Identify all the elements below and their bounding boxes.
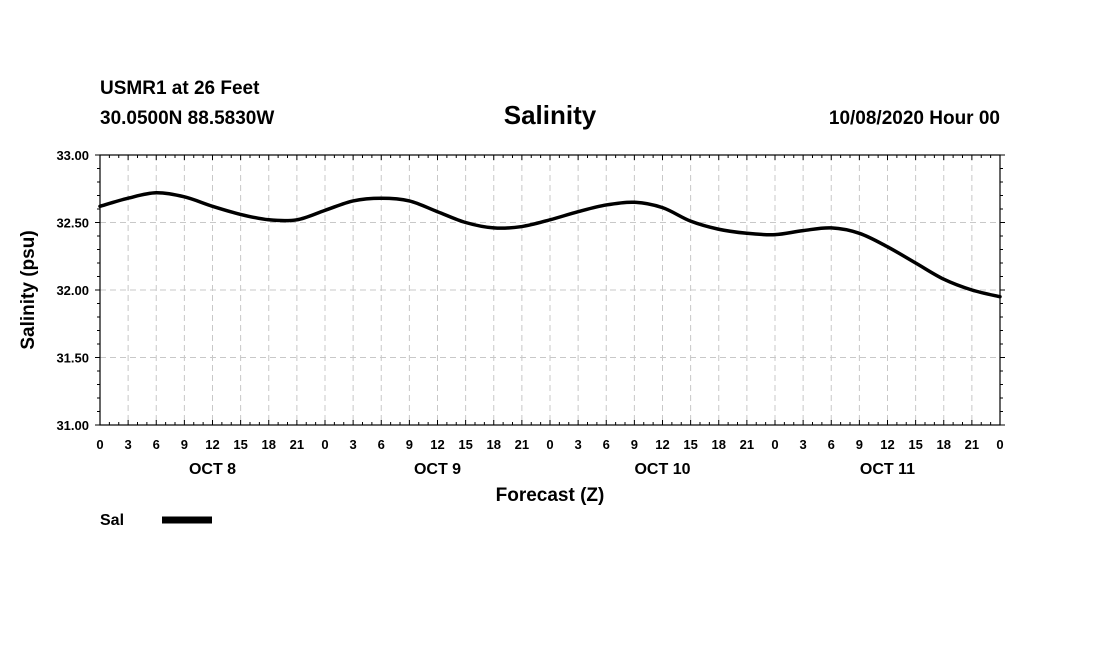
x-tick-label: 0 (996, 437, 1003, 452)
x-tick-label: 9 (181, 437, 188, 452)
y-tick-label: 31.50 (56, 351, 89, 366)
x-tick-label: 15 (908, 437, 922, 452)
y-tick-label: 33.00 (56, 148, 89, 163)
day-label: OCT 9 (414, 461, 461, 478)
x-tick-label: 12 (430, 437, 444, 452)
y-tick-label: 31.00 (56, 418, 89, 433)
y-tick-labels: 31.00 31.50 32.00 32.50 33.00 (56, 148, 89, 433)
x-tick-label: 0 (546, 437, 553, 452)
forecast-timestamp: 10/08/2020 Hour 00 (829, 108, 1000, 129)
x-tick-label: 15 (458, 437, 472, 452)
x-tick-label: 21 (740, 437, 754, 452)
x-tick-label: 21 (290, 437, 304, 452)
x-tick-label: 12 (655, 437, 669, 452)
x-tick-label: 21 (515, 437, 529, 452)
y-tick-label: 32.00 (56, 283, 89, 298)
day-label: OCT 10 (634, 461, 690, 478)
x-tick-label: 3 (800, 437, 807, 452)
x-tick-label: 3 (125, 437, 132, 452)
series-line-sal (98, 191, 1002, 299)
y-tick-label: 32.50 (56, 216, 89, 231)
legend-label-sal: Sal (100, 512, 124, 529)
x-tick-label: 9 (406, 437, 413, 452)
x-tick-label: 9 (631, 437, 638, 452)
x-tick-label: 0 (771, 437, 778, 452)
x-tick-label: 12 (880, 437, 894, 452)
day-label: OCT 11 (860, 461, 915, 478)
x-tick-label: 18 (937, 437, 951, 452)
grid-lines (100, 155, 1000, 425)
x-axis-label: Forecast (Z) (496, 485, 605, 506)
x-tick-label: 6 (378, 437, 385, 452)
axis-ticks (95, 154, 1005, 426)
x-tick-labels: 0 3 6 9 12 15 18 21 0 3 6 9 12 15 18 21 0 3 6 9 12 15 18 21 0 3 6 9… (96, 437, 1003, 452)
x-tick-label: 3 (575, 437, 582, 452)
x-tick-label: 12 (205, 437, 219, 452)
x-tick-label: 0 (321, 437, 328, 452)
x-tick-label: 6 (603, 437, 610, 452)
x-tick-label: 9 (856, 437, 863, 452)
x-tick-label: 18 (712, 437, 726, 452)
x-tick-label: 6 (828, 437, 835, 452)
x-tick-label: 18 (262, 437, 276, 452)
x-tick-label: 3 (350, 437, 357, 452)
day-labels: OCT 8 OCT 9 OCT 10 OCT 11 (189, 461, 915, 478)
x-tick-label: 6 (153, 437, 160, 452)
x-tick-label: 15 (233, 437, 247, 452)
y-axis-label: Salinity (psu) (18, 230, 39, 349)
station-coordinates: 30.0500N 88.5830W (100, 108, 274, 129)
legend: Sal (100, 512, 212, 529)
x-tick-label: 15 (683, 437, 697, 452)
station-name: USMR1 at 26 Feet (100, 78, 260, 99)
x-tick-label: 21 (965, 437, 979, 452)
x-tick-label: 18 (487, 437, 501, 452)
chart-title: Salinity (504, 100, 597, 130)
day-label: OCT 8 (189, 461, 236, 478)
x-tick-label: 0 (96, 437, 103, 452)
